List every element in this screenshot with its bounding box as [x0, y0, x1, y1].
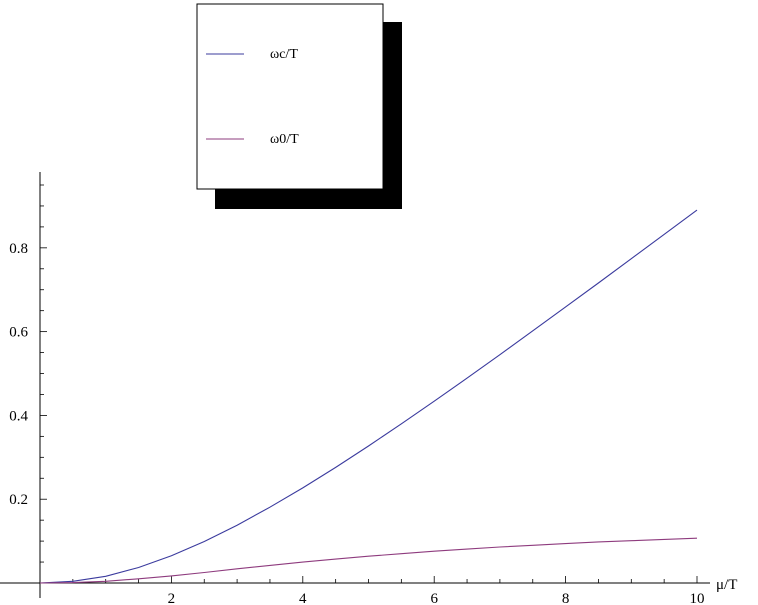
series-lines	[39, 209, 698, 584]
x-tick-label: 2	[168, 591, 176, 605]
y-tick-label: 0.8	[9, 241, 28, 257]
y-tick-label: 0.6	[9, 325, 28, 341]
x-tick-label: 4	[299, 591, 307, 605]
x-tick-label: 10	[690, 591, 705, 605]
y-tick-label: 0.2	[9, 492, 28, 508]
x-tick-label: 6	[430, 591, 438, 605]
legend: ωc/T ω0/T	[196, 3, 402, 209]
legend-label-w0: ω0/T	[270, 132, 299, 147]
series-line-w0	[39, 537, 698, 584]
legend-box	[196, 3, 384, 190]
series-line-wc	[39, 209, 698, 584]
y-tick-label: 0.4	[9, 408, 28, 424]
x-tick-label: 8	[562, 591, 570, 605]
axes: 2 4 6 8 10 0.2 0.4 0.6 0.8	[0, 172, 710, 605]
legend-label-wc: ωc/T	[270, 47, 298, 62]
x-axis-label: μ/T	[716, 577, 737, 593]
